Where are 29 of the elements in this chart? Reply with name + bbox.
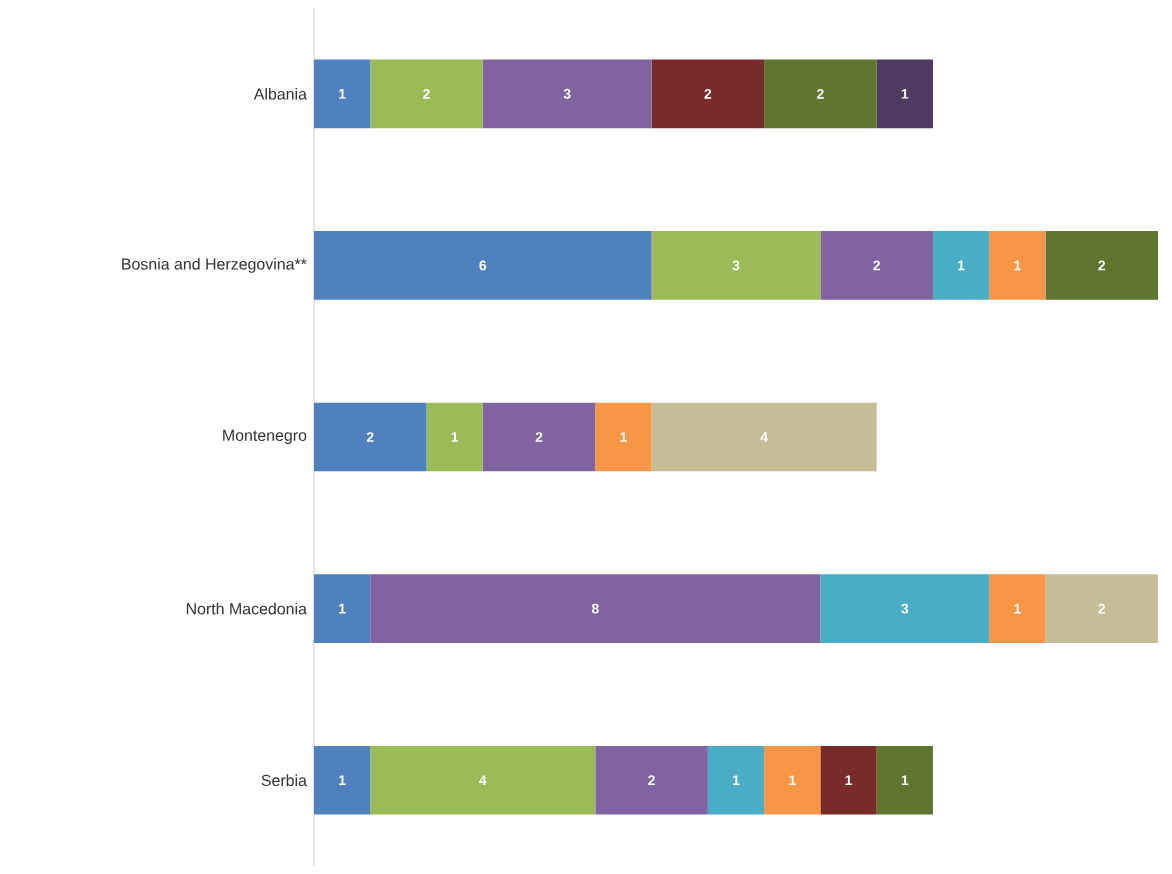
bar <box>989 574 1046 643</box>
bar <box>764 59 877 129</box>
bar <box>370 745 596 815</box>
bar <box>482 59 652 129</box>
bar <box>314 745 371 815</box>
bar <box>595 402 652 472</box>
bar <box>595 745 708 815</box>
bar <box>876 745 933 815</box>
bar <box>764 745 821 815</box>
bar <box>426 402 483 472</box>
bar <box>482 402 596 472</box>
bar <box>820 231 933 300</box>
bar <box>314 402 427 472</box>
bar <box>707 745 765 815</box>
bar <box>651 231 821 300</box>
bar <box>651 402 877 472</box>
bar <box>820 745 877 815</box>
bar <box>932 231 990 300</box>
bar <box>370 574 821 643</box>
bar <box>989 231 1046 300</box>
bar <box>820 574 990 643</box>
bar <box>651 59 765 129</box>
bar <box>314 231 652 300</box>
bar <box>370 59 483 129</box>
bar <box>314 59 371 129</box>
bar <box>1045 231 1159 300</box>
bar <box>1045 574 1159 643</box>
bar <box>876 59 933 129</box>
bar <box>314 574 371 643</box>
